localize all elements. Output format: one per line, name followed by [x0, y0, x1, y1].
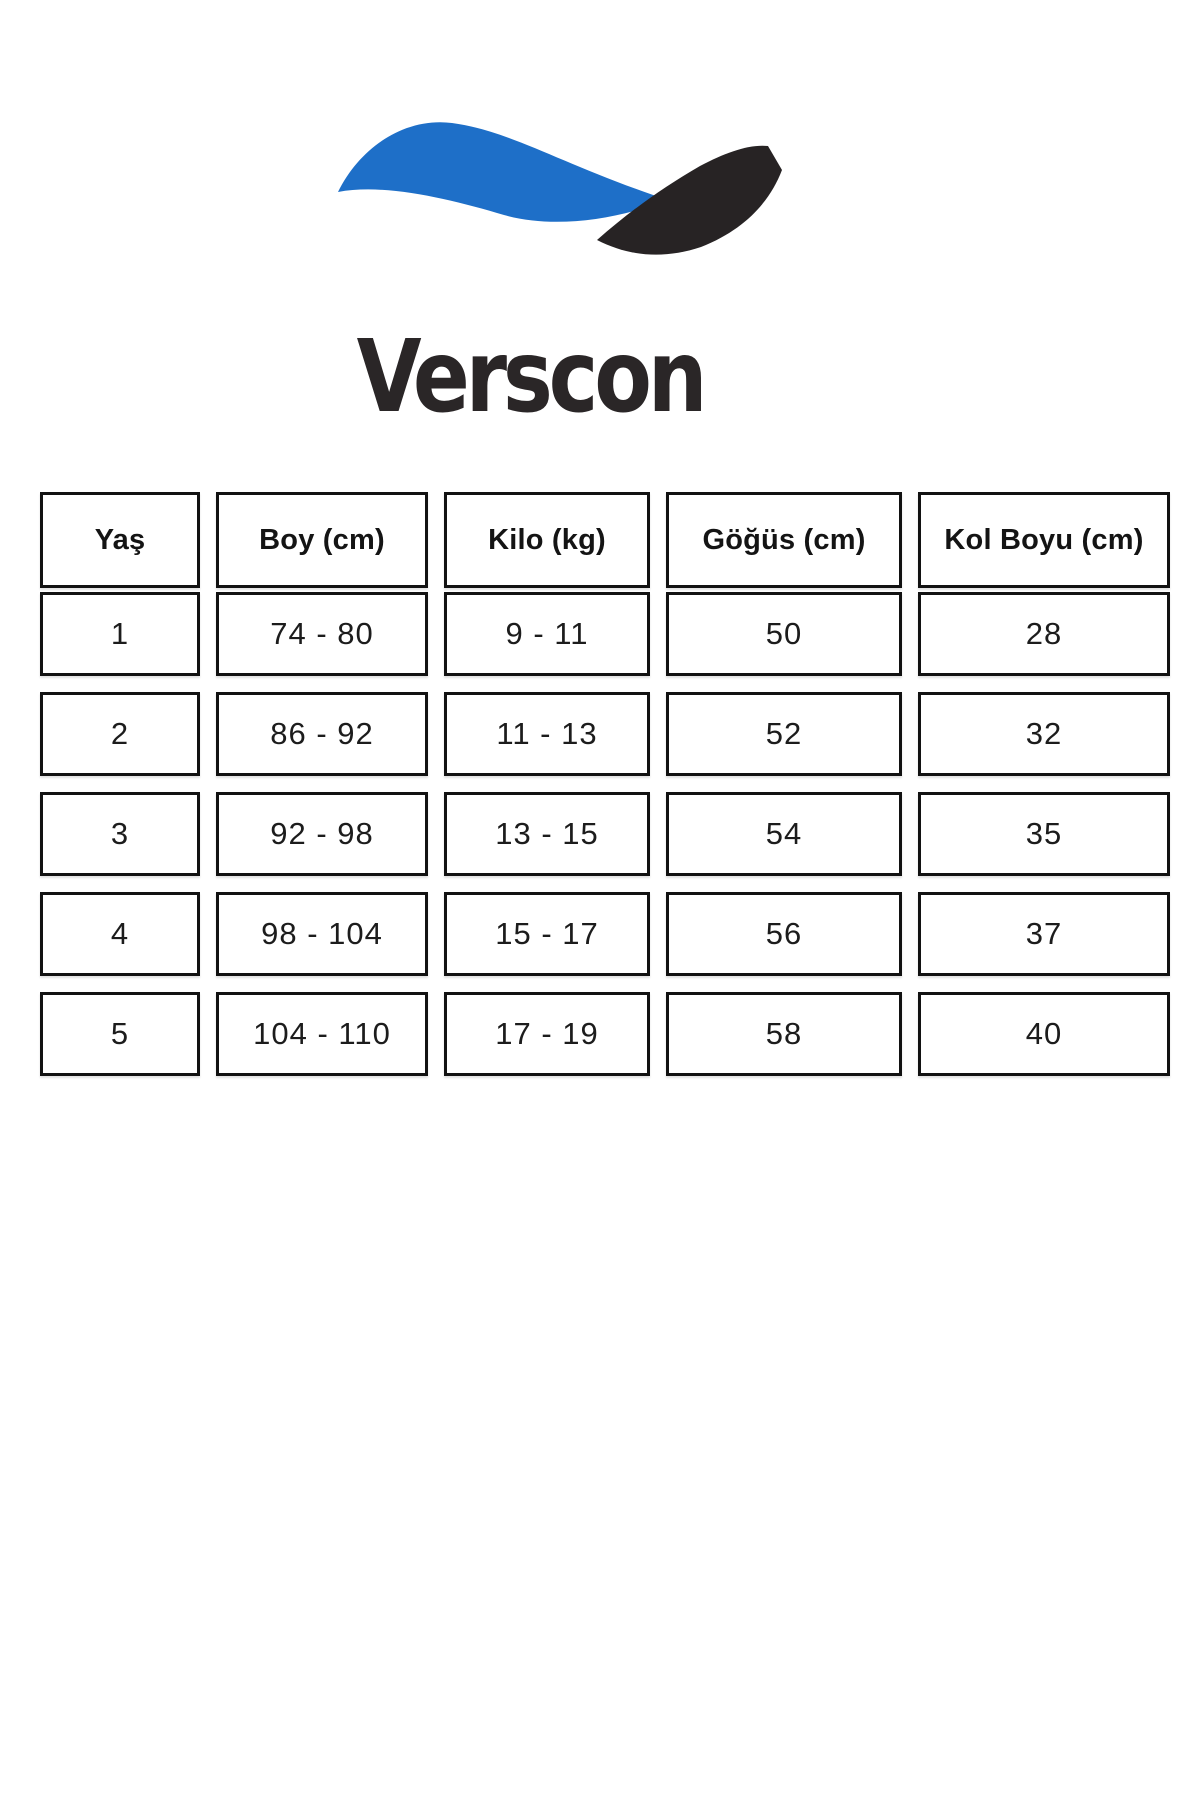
cell-boy: 98 - 104 — [216, 892, 428, 976]
cell-yas: 3 — [40, 792, 200, 876]
cell-gogus: 50 — [666, 592, 902, 676]
header-cell-boy: Boy (cm) — [216, 492, 428, 588]
cell-yas: 2 — [40, 692, 200, 776]
verscon-logo: Verscon — [300, 95, 800, 427]
cell-kol-boyu: 37 — [918, 892, 1170, 976]
cell-kilo: 11 - 13 — [444, 692, 650, 776]
header-cell-kol-boyu: Kol Boyu (cm) — [918, 492, 1170, 588]
cell-kilo: 15 - 17 — [444, 892, 650, 976]
cell-gogus: 52 — [666, 692, 902, 776]
cell-gogus: 56 — [666, 892, 902, 976]
cell-gogus: 58 — [666, 992, 902, 1076]
cell-kol-boyu: 32 — [918, 692, 1170, 776]
logo-wave-blue-icon — [338, 122, 668, 222]
cell-kol-boyu: 35 — [918, 792, 1170, 876]
cell-boy: 74 - 80 — [216, 592, 428, 676]
cell-kol-boyu: 28 — [918, 592, 1170, 676]
logo-wordmark: Verscon — [356, 318, 708, 435]
cell-boy: 86 - 92 — [216, 692, 428, 776]
cell-kilo: 9 - 11 — [444, 592, 650, 676]
header-cell-yas: Yaş — [40, 492, 200, 588]
cell-gogus: 54 — [666, 792, 902, 876]
cell-kol-boyu: 40 — [918, 992, 1170, 1076]
header-cell-gogus: Göğüs (cm) — [666, 492, 902, 588]
logo-waves-graphic — [338, 122, 782, 255]
cell-yas: 5 — [40, 992, 200, 1076]
header-cell-kilo: Kilo (kg) — [444, 492, 650, 588]
cell-kilo: 17 - 19 — [444, 992, 650, 1076]
cell-boy: 92 - 98 — [216, 792, 428, 876]
cell-boy: 104 - 110 — [216, 992, 428, 1076]
cell-yas: 1 — [40, 592, 200, 676]
size-chart-table: Yaş Boy (cm) Kilo (kg) Göğüs (cm) Kol Bo… — [40, 492, 1170, 1076]
cell-yas: 4 — [40, 892, 200, 976]
cell-kilo: 13 - 15 — [444, 792, 650, 876]
logo-wave-black-icon — [597, 145, 782, 255]
